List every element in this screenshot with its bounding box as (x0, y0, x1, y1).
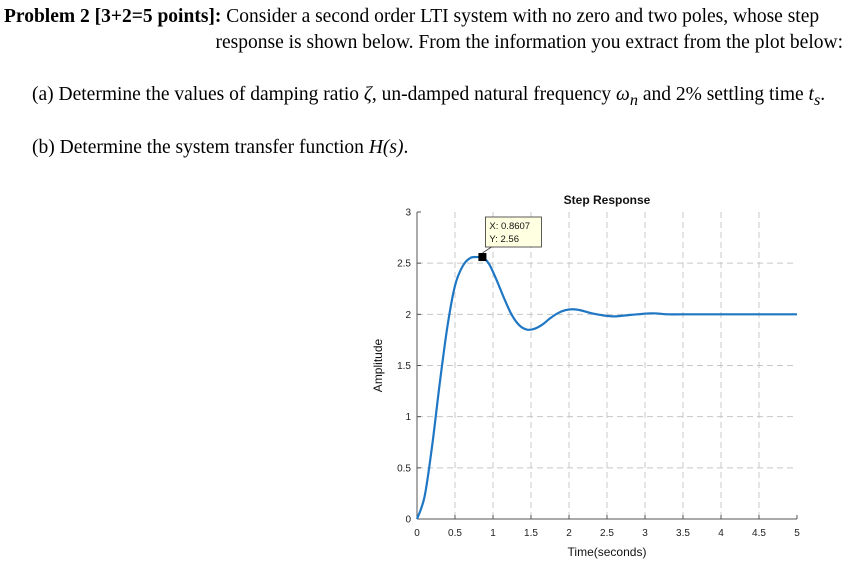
y-tick-label: 0 (405, 515, 411, 526)
part-a-text: (a) Determine the values of damping rati… (32, 84, 364, 105)
datatip-x: X: 0.8607 (489, 221, 530, 232)
omega-subscript: n (629, 90, 638, 109)
problem-line-2: response is shown below. From the inform… (215, 32, 844, 53)
y-tick-label: 2.5 (397, 259, 411, 270)
datatip-marker (478, 253, 487, 262)
step-response-line (415, 255, 797, 520)
x-tick-label: 2.5 (600, 528, 614, 539)
t-symbol: t (808, 84, 814, 105)
transfer-function-symbol: H(s) (368, 137, 404, 158)
x-tick-label: 1 (490, 528, 496, 539)
x-tick-label: 3 (642, 528, 648, 539)
x-tick-label: 0.5 (448, 528, 462, 539)
problem-intro: Consider a second order LTI system with … (221, 6, 820, 27)
chart-title: Step Response (564, 193, 651, 207)
datatip-y: Y: 2.56 (489, 234, 519, 245)
datatip-box (485, 216, 542, 248)
y-tick-label: 1 (405, 412, 411, 423)
x-tick-label: 2 (566, 528, 572, 539)
problem-line-1: Problem 2 [3+2=5 points]: Consider a sec… (4, 4, 849, 30)
x-axis-label: Time(seconds) (568, 545, 647, 559)
x-tick-label: 4.5 (752, 528, 766, 539)
part-b-text: (b) Determine the system transfer functi… (32, 137, 369, 158)
zeta-symbol: ζ (363, 84, 372, 105)
problem-heading: Problem 2 [3+2=5 points]: (4, 6, 222, 27)
step-response-plot: 0 0.5 1 1.5 2 2.5 3 3.5 4 4.5 5 0 0.5 1 1.5 2 2.5 3 Step R… (371, 193, 800, 559)
part-a-and: and 2% settling time (637, 84, 809, 105)
x-tick-label: 3.5 (676, 528, 690, 539)
x-tick-label: 1.5 (524, 528, 538, 539)
part-b: (b) Determine the system transfer functi… (32, 137, 408, 159)
y-axis-label: Amplitude (371, 339, 385, 393)
part-a-end: . (820, 84, 826, 105)
datatip-pointer (482, 246, 492, 254)
x-tick-label: 0 (414, 528, 420, 539)
y-tick-label: 0.5 (397, 463, 411, 474)
part-b-end: . (403, 137, 409, 158)
problem-statement: Problem 2 [3+2=5 points]: Consider a sec… (4, 4, 849, 56)
x-tick-label: 5 (794, 528, 800, 539)
y-tick-label: 3 (405, 208, 411, 219)
t-subscript: s (813, 90, 821, 109)
x-tick-label: 4 (718, 528, 724, 539)
omega-symbol: ω (616, 84, 630, 105)
part-a-mid: , un-damped natural frequency (371, 84, 617, 105)
part-a: (a) Determine the values of damping rati… (32, 84, 825, 110)
y-tick-label: 2 (405, 310, 411, 321)
y-tick-label: 1.5 (397, 361, 411, 372)
